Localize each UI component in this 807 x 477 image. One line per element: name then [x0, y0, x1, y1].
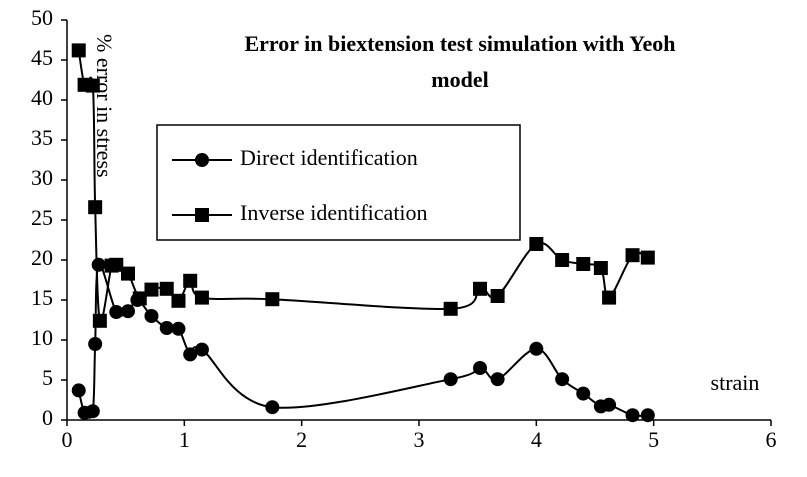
- marker-circle: [121, 304, 136, 319]
- x-tick-label: 2: [296, 427, 307, 452]
- marker-circle: [625, 408, 640, 423]
- x-tick-label: 4: [531, 427, 542, 452]
- y-tick-label: 35: [31, 125, 53, 150]
- marker-circle: [640, 408, 655, 423]
- y-tick-label: 20: [31, 245, 53, 270]
- x-tick-label: 3: [414, 427, 425, 452]
- marker-circle: [109, 305, 124, 319]
- marker-square: [593, 261, 608, 275]
- y-tick-label: 40: [31, 85, 53, 110]
- marker-circle: [171, 321, 186, 336]
- legend-box: [156, 124, 521, 241]
- marker-circle: [555, 372, 570, 387]
- y-axis-label: % error in stress: [92, 34, 117, 178]
- marker-circle: [443, 372, 458, 387]
- marker-square: [71, 43, 86, 58]
- y-tick-label: 0: [42, 405, 53, 430]
- marker-circle: [88, 337, 103, 351]
- marker-square: [640, 250, 655, 265]
- marker-square: [171, 293, 186, 308]
- legend-marker: [195, 208, 209, 222]
- marker-circle: [265, 400, 280, 415]
- marker-square: [576, 257, 591, 271]
- marker-square: [88, 200, 103, 215]
- marker-square: [529, 237, 544, 251]
- marker-square: [265, 292, 280, 307]
- marker-square: [183, 273, 198, 288]
- y-tick-label: 5: [42, 365, 53, 390]
- marker-circle: [144, 309, 159, 323]
- chart-title-line-2: model: [431, 67, 488, 92]
- y-tick-label: 25: [31, 205, 53, 230]
- y-tick-label: 45: [31, 45, 53, 70]
- marker-circle: [602, 397, 617, 412]
- marker-circle: [85, 404, 100, 419]
- marker-circle: [473, 361, 488, 375]
- marker-circle: [159, 321, 174, 335]
- y-tick-label: 30: [31, 165, 53, 190]
- marker-circle: [183, 347, 198, 362]
- marker-circle: [576, 386, 591, 401]
- marker-square: [625, 248, 640, 263]
- legend-marker: [195, 153, 209, 167]
- marker-square: [121, 266, 136, 281]
- marker-square: [85, 78, 100, 93]
- marker-square: [132, 291, 147, 306]
- marker-square: [144, 282, 159, 297]
- chart-title-line-1: Error in biextension test simulation wit…: [244, 31, 675, 56]
- marker-square: [555, 253, 570, 267]
- marker-circle: [490, 372, 505, 387]
- marker-circle: [71, 383, 86, 398]
- marker-square: [159, 281, 174, 296]
- marker-square: [473, 281, 488, 296]
- legend-label: Direct identification: [240, 145, 418, 170]
- marker-square: [109, 257, 124, 272]
- marker-square: [92, 313, 107, 328]
- x-axis-label: strain: [711, 370, 760, 395]
- marker-square: [443, 301, 458, 316]
- marker-circle: [194, 342, 209, 357]
- legend-label: Inverse identification: [240, 200, 428, 225]
- y-tick-label: 15: [31, 285, 53, 310]
- x-tick-label: 1: [179, 427, 190, 452]
- x-tick-label: 0: [62, 427, 73, 452]
- marker-square: [602, 290, 617, 305]
- marker-circle: [91, 257, 106, 272]
- marker-square: [490, 289, 505, 303]
- x-tick-label: 5: [648, 427, 659, 452]
- y-tick-label: 10: [31, 325, 53, 350]
- marker-circle: [529, 341, 544, 356]
- marker-square: [194, 290, 209, 305]
- y-tick-label: 50: [31, 5, 53, 30]
- x-tick-label: 6: [766, 427, 777, 452]
